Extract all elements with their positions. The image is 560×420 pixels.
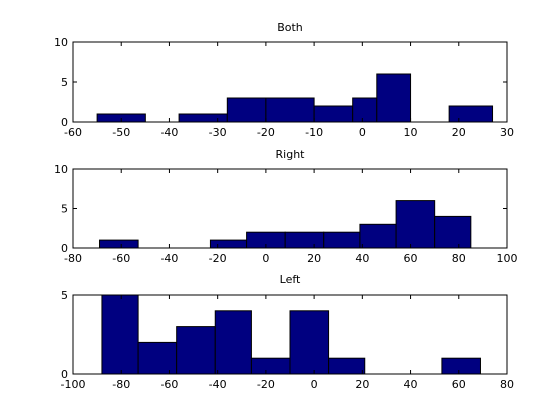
subplot-both: Both -60 -50 -40 -30 -20 -10 0 10 20 30 0 5 10: [54, 21, 514, 139]
x-tick-label: -40: [160, 126, 178, 139]
x-tick-label: 20: [355, 378, 369, 391]
histogram-bar: [376, 73, 412, 123]
axes-box: [72, 294, 508, 375]
x-tick-label: 0: [359, 126, 366, 139]
histogram-bar: [313, 105, 354, 123]
x-tick-label: 10: [404, 126, 418, 139]
x-tick-label: 0: [311, 378, 318, 391]
x-tick-label: -50: [112, 126, 130, 139]
y-tick-label: 5: [61, 203, 68, 216]
x-tick-label: -60: [64, 126, 82, 139]
x-tick-label: 40: [355, 252, 369, 265]
histogram-bar: [434, 215, 472, 249]
histogram-bar: [137, 341, 178, 375]
subplot-title: Right: [276, 148, 306, 161]
x-tick-label: -20: [257, 126, 275, 139]
x-tick-label: 60: [404, 252, 418, 265]
x-tick-label: -60: [112, 252, 130, 265]
x-tick-label: 80: [500, 378, 514, 391]
subplot-left: Left -100 -80 -60 -40 -20 0 20 40 60 80 0 5: [61, 273, 514, 391]
x-tick-label: -60: [160, 378, 178, 391]
histogram-bar: [265, 97, 315, 123]
x-tick-label: 0: [262, 252, 269, 265]
histogram-bar: [99, 239, 139, 249]
subplot-title: Left: [280, 273, 301, 286]
x-tick-label: 100: [497, 252, 518, 265]
y-tick-label: 0: [61, 116, 68, 129]
histogram-bar: [395, 200, 436, 249]
x-tick-label: 30: [500, 126, 514, 139]
histogram-bar: [289, 310, 330, 375]
y-tick-label: 10: [54, 36, 68, 49]
histogram-bar: [176, 326, 216, 375]
histogram-bar: [178, 113, 228, 123]
x-tick-label: -20: [257, 378, 275, 391]
histogram-bar: [323, 231, 361, 249]
histogram-bar: [214, 310, 252, 375]
y-tick-label: 0: [61, 368, 68, 381]
y-tick-label: 10: [54, 163, 68, 176]
x-tick-label: -80: [64, 252, 82, 265]
histogram-bar: [101, 294, 139, 375]
histogram-bar: [441, 357, 481, 375]
histogram-bar: [359, 223, 397, 249]
histogram-bar: [250, 357, 291, 375]
y-tick-label: 5: [61, 289, 68, 302]
x-tick-label: -30: [209, 126, 227, 139]
x-tick-label: -40: [209, 378, 227, 391]
histogram-bar: [284, 231, 325, 249]
y-tick-label: 0: [61, 242, 68, 255]
x-tick-label: -10: [305, 126, 323, 139]
x-tick-label: -80: [112, 378, 130, 391]
x-tick-label: 60: [452, 378, 466, 391]
histogram-bar: [328, 357, 366, 375]
histogram-bar: [209, 239, 248, 249]
x-tick-label: -20: [209, 252, 227, 265]
x-tick-label: -40: [160, 252, 178, 265]
histogram-bar: [226, 97, 267, 123]
subplot-title: Both: [277, 21, 303, 34]
histogram-bar: [448, 105, 494, 123]
x-tick-label: -100: [61, 378, 86, 391]
x-tick-label: 40: [404, 378, 418, 391]
x-tick-label: 80: [452, 252, 466, 265]
x-tick-label: 20: [307, 252, 321, 265]
histogram-bar: [352, 97, 378, 123]
y-tick-label: 5: [61, 76, 68, 89]
subplot-right: Right -80 -60 -40 -20 0 20 40 60 80 100 0 5 10: [54, 148, 518, 265]
x-tick-label: 20: [452, 126, 466, 139]
